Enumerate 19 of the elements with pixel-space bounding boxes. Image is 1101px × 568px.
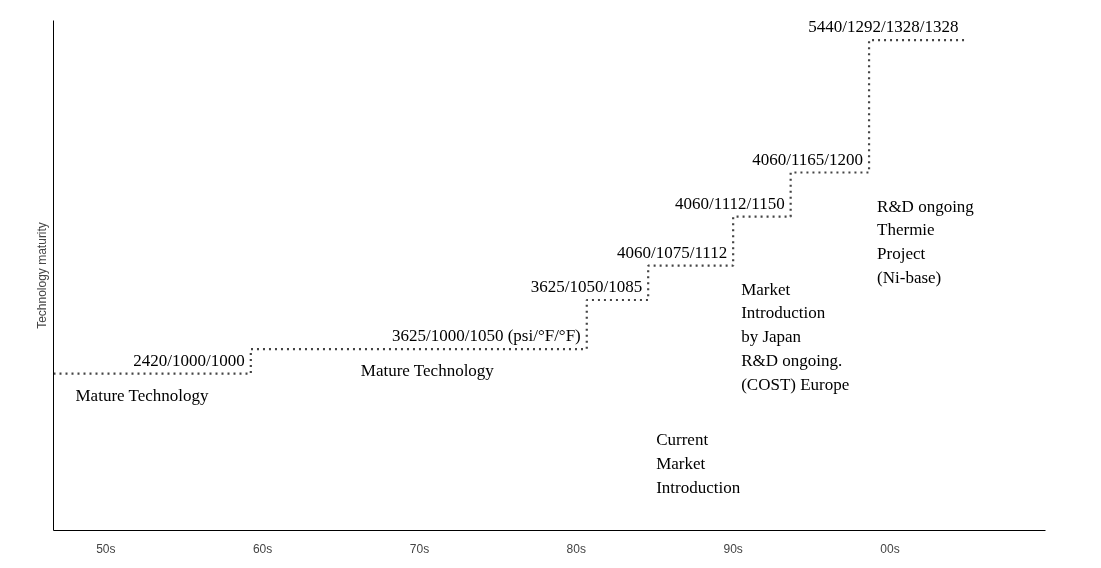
annotation: Current Market Introduction bbox=[656, 430, 741, 497]
annotation: 2420/1000/1000 bbox=[133, 350, 245, 370]
annotation: 4060/1112/1150 bbox=[675, 193, 785, 213]
x-tick-label: 70s bbox=[409, 541, 430, 556]
annotation: 3625/1000/1050 (psi/°F/°F) bbox=[391, 326, 581, 346]
x-tick-label: 60s bbox=[252, 541, 273, 556]
annotation: 5440/1292/1328/1328 bbox=[808, 17, 959, 37]
annotation: 4060/1165/1200 bbox=[752, 149, 864, 169]
annotation: Mature Technology bbox=[360, 361, 495, 381]
annotation: Mature Technology bbox=[75, 385, 210, 405]
x-tick-label: 50s bbox=[96, 541, 116, 556]
annotation: Market Introduction by Japan R&D ongoing. (COST) Europe bbox=[741, 279, 850, 394]
y-axis-title: Technology maturity bbox=[34, 222, 49, 329]
annotation: 4060/1075/1112 bbox=[616, 242, 728, 262]
x-tick-label: 90s bbox=[723, 541, 743, 556]
annotation: R&D ongoing Thermie Project (Ni-base) bbox=[877, 196, 975, 287]
x-tick-label: 00s bbox=[880, 541, 900, 556]
x-tick-label: 80s bbox=[566, 541, 586, 556]
annotation: 3625/1050/1085 bbox=[530, 277, 643, 297]
